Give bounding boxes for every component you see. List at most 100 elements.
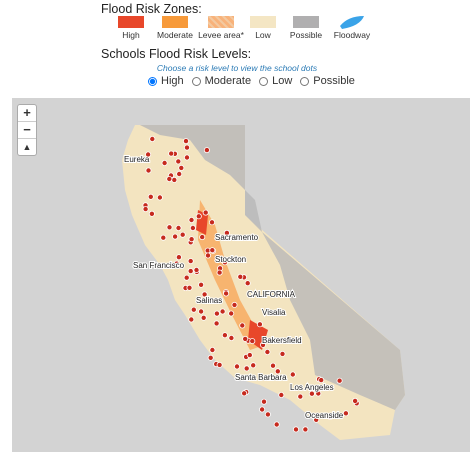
school-dot[interactable]: [175, 158, 182, 165]
school-dot[interactable]: [208, 219, 215, 226]
school-dot[interactable]: [336, 377, 343, 384]
school-dot[interactable]: [147, 193, 154, 200]
school-dot[interactable]: [342, 410, 349, 417]
school-dot[interactable]: [202, 209, 209, 216]
school-dot[interactable]: [156, 194, 163, 201]
school-dot[interactable]: [297, 393, 304, 400]
radio[interactable]: [191, 76, 201, 86]
school-dot[interactable]: [246, 352, 253, 359]
school-dot[interactable]: [145, 167, 152, 174]
school-dot[interactable]: [207, 354, 214, 361]
school-dot[interactable]: [179, 231, 186, 238]
school-dot[interactable]: [221, 259, 228, 266]
school-dot[interactable]: [183, 154, 190, 161]
school-dot[interactable]: [209, 247, 216, 254]
school-dot[interactable]: [250, 362, 257, 369]
zoom-in[interactable]: +: [18, 105, 36, 122]
school-dot[interactable]: [239, 322, 246, 329]
school-dot[interactable]: [289, 371, 296, 378]
school-dot[interactable]: [148, 210, 155, 217]
school-dot[interactable]: [260, 398, 267, 405]
map[interactable]: Eureka Sacramento Stockton San Francisco Sal…: [12, 98, 470, 452]
school-dot[interactable]: [228, 310, 235, 317]
school-dot[interactable]: [189, 224, 196, 231]
school-dot[interactable]: [168, 150, 175, 157]
school-dot[interactable]: [259, 406, 266, 413]
school-dot[interactable]: [308, 390, 315, 397]
school-dot[interactable]: [302, 426, 309, 433]
school-dot[interactable]: [223, 229, 230, 236]
school-dot[interactable]: [278, 391, 285, 398]
school-dot[interactable]: [173, 260, 180, 267]
school-dot[interactable]: [279, 350, 286, 357]
school-dot[interactable]: [242, 335, 249, 342]
school-dot[interactable]: [241, 390, 248, 397]
school-dot[interactable]: [273, 421, 280, 428]
school-dot[interactable]: [172, 233, 179, 240]
school-dot[interactable]: [315, 390, 322, 397]
school-dot[interactable]: [193, 266, 200, 273]
school-dot[interactable]: [187, 258, 194, 265]
school-dot[interactable]: [199, 234, 206, 241]
radio[interactable]: [259, 76, 269, 86]
school-dot[interactable]: [244, 280, 251, 287]
school-dot[interactable]: [201, 291, 208, 298]
school-dot[interactable]: [259, 341, 266, 348]
school-dot[interactable]: [183, 274, 190, 281]
school-dot[interactable]: [175, 254, 182, 261]
option[interactable]: Possible: [300, 75, 355, 87]
school-dot[interactable]: [327, 413, 334, 420]
school-dot[interactable]: [188, 316, 195, 323]
school-dot[interactable]: [233, 363, 240, 370]
school-dot[interactable]: [264, 348, 271, 355]
school-dot[interactable]: [183, 144, 190, 151]
school-dot[interactable]: [166, 224, 173, 231]
school-dot[interactable]: [221, 332, 228, 339]
school-dot[interactable]: [228, 334, 235, 341]
school-dot[interactable]: [313, 416, 320, 423]
radio[interactable]: [148, 76, 157, 86]
school-dot[interactable]: [209, 346, 216, 353]
school-dot[interactable]: [178, 164, 185, 171]
school-dot[interactable]: [256, 321, 263, 328]
school-dot[interactable]: [160, 234, 167, 241]
school-dot[interactable]: [161, 159, 168, 166]
school-dot[interactable]: [198, 281, 205, 288]
school-dot[interactable]: [277, 337, 284, 344]
school-dot[interactable]: [186, 284, 193, 291]
school-dot[interactable]: [190, 306, 197, 313]
school-dot[interactable]: [200, 314, 207, 321]
school-dot[interactable]: [213, 320, 220, 327]
school-dot[interactable]: [145, 151, 152, 158]
reset-north[interactable]: ▲: [22, 142, 32, 152]
school-dot[interactable]: [195, 213, 202, 220]
school-dot[interactable]: [142, 206, 149, 213]
school-dot[interactable]: [213, 310, 220, 317]
school-dot[interactable]: [274, 368, 281, 375]
school-dot[interactable]: [198, 308, 205, 315]
school-dot[interactable]: [243, 365, 250, 372]
school-dot[interactable]: [203, 147, 210, 154]
school-dot[interactable]: [149, 135, 156, 142]
school-dot[interactable]: [188, 236, 195, 243]
school-dot[interactable]: [166, 175, 173, 182]
school-dot[interactable]: [249, 338, 256, 345]
option[interactable]: High: [148, 75, 184, 87]
school-dot[interactable]: [188, 216, 195, 223]
school-dot[interactable]: [318, 377, 325, 384]
radio[interactable]: [300, 76, 310, 86]
school-dot[interactable]: [237, 273, 244, 280]
school-dot[interactable]: [219, 308, 226, 315]
school-dot[interactable]: [204, 252, 211, 259]
school-dot[interactable]: [175, 224, 182, 231]
school-dot[interactable]: [292, 426, 299, 433]
school-dot[interactable]: [269, 362, 276, 369]
option[interactable]: Moderate: [191, 75, 251, 87]
school-dot[interactable]: [182, 138, 189, 145]
school-dot[interactable]: [187, 268, 194, 275]
school-dot[interactable]: [216, 269, 223, 276]
school-dot[interactable]: [216, 361, 223, 368]
school-dot[interactable]: [264, 411, 271, 418]
zoom-out[interactable]: −: [18, 122, 36, 139]
school-dot[interactable]: [176, 170, 183, 177]
